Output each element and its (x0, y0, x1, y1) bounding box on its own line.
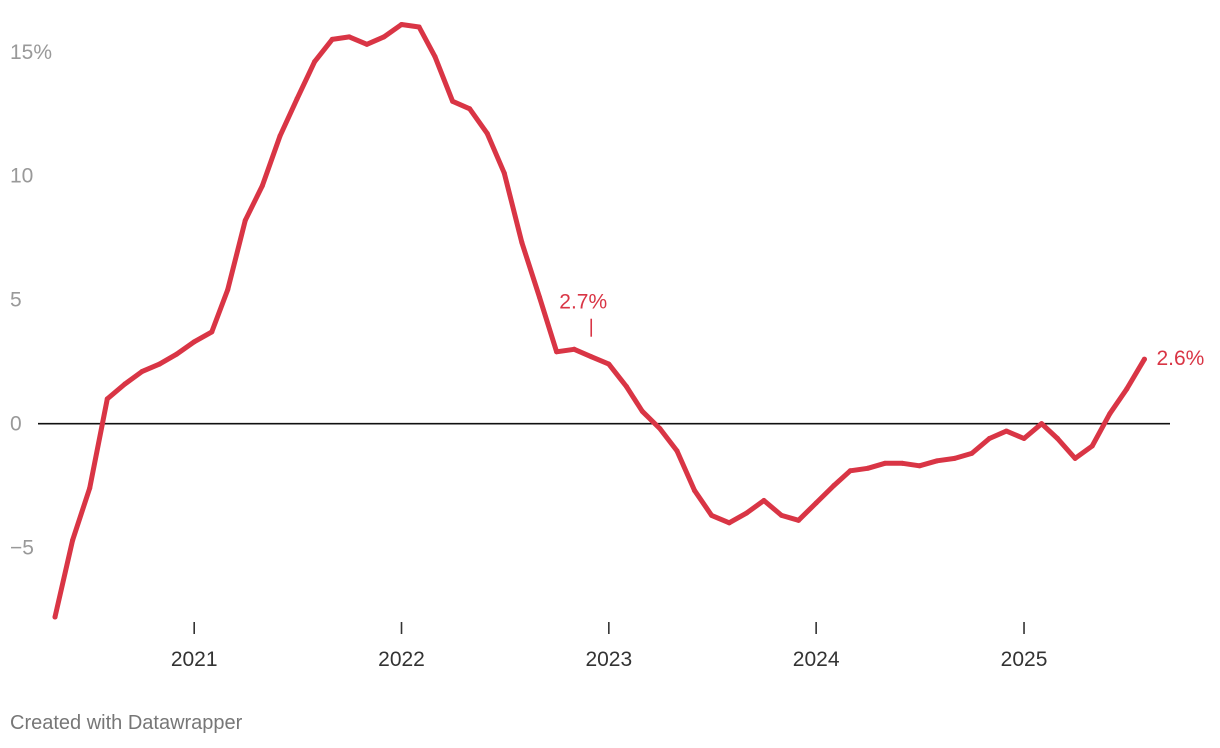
data-point (744, 510, 750, 516)
data-point (657, 426, 663, 432)
data-point (571, 346, 577, 352)
data-point (778, 512, 784, 518)
data-point (899, 460, 905, 466)
data-point (726, 520, 732, 526)
data-point (639, 408, 645, 414)
data-point (312, 59, 318, 65)
data-point (761, 498, 767, 504)
data-point (450, 98, 456, 104)
x-tick-label: 2025 (1001, 648, 1048, 671)
data-point (104, 396, 110, 402)
data-point (1039, 421, 1045, 427)
data-point (209, 329, 215, 335)
x-tick-label: 2023 (585, 648, 632, 671)
data-point (606, 361, 612, 367)
data-point (623, 383, 629, 389)
y-tick-label: 0 (10, 413, 22, 436)
data-point (242, 217, 248, 223)
line-chart: 15% 10 5 0 −5 2021 2022 2023 2024 2025 2.7% 2.6% (10, 21, 1204, 671)
datawrapper-credit: Created with Datawrapper (10, 712, 243, 734)
data-point (1003, 428, 1009, 434)
data-point (399, 21, 405, 27)
data-point (294, 96, 300, 102)
data-point (554, 349, 560, 355)
x-tick-label: 2021 (171, 648, 218, 671)
data-point (346, 34, 352, 40)
data-point (484, 131, 490, 137)
data-point (865, 465, 871, 471)
x-tick-label: 2022 (378, 648, 425, 671)
data-point (364, 41, 370, 47)
y-axis: 15% 10 5 0 −5 (10, 41, 52, 560)
x-axis: 2021 2022 2023 2024 2025 (171, 622, 1048, 671)
data-point (537, 294, 543, 300)
data-point (1021, 436, 1027, 442)
data-point (70, 537, 76, 543)
data-point (674, 448, 680, 454)
data-point (917, 463, 923, 469)
data-point (1089, 443, 1095, 449)
data-point (588, 354, 594, 360)
data-point (986, 436, 992, 442)
data-point (329, 36, 335, 42)
data-point (847, 468, 853, 474)
y-tick-label: 10 (10, 165, 33, 188)
data-point (467, 106, 473, 112)
data-point (709, 512, 715, 518)
end-value-label: 2.6% (1156, 347, 1204, 370)
data-point (1124, 386, 1130, 392)
data-point (225, 287, 231, 293)
data-point (1107, 411, 1113, 417)
data-point (416, 24, 422, 30)
data-point (259, 183, 265, 189)
annotations-group: 2.7% 2.6% (559, 291, 1204, 370)
data-point (139, 369, 145, 375)
data-point (122, 381, 128, 387)
series-group (52, 21, 1147, 620)
series-line (52, 22, 1147, 620)
y-tick-label: 5 (10, 289, 22, 312)
data-point (813, 500, 819, 506)
data-point (796, 517, 802, 523)
data-point (1055, 436, 1061, 442)
data-point (952, 455, 958, 461)
data-point (831, 483, 837, 489)
x-tick-label: 2024 (793, 648, 840, 671)
data-point (277, 133, 283, 139)
data-point (157, 361, 163, 367)
data-point (501, 170, 507, 176)
data-point (174, 351, 180, 357)
y-tick-label: −5 (10, 537, 34, 560)
data-point (934, 458, 940, 464)
data-point (381, 34, 387, 40)
data-point (519, 240, 525, 246)
data-point (692, 488, 698, 494)
data-point (969, 450, 975, 456)
data-point (52, 614, 58, 620)
data-point (882, 460, 888, 466)
data-point (191, 339, 197, 345)
data-point (1072, 455, 1078, 461)
data-point (1141, 356, 1147, 362)
data-point (87, 485, 93, 491)
y-tick-label: 15% (10, 41, 52, 64)
annotation-label: 2.7% (559, 291, 607, 314)
data-point (432, 54, 438, 60)
